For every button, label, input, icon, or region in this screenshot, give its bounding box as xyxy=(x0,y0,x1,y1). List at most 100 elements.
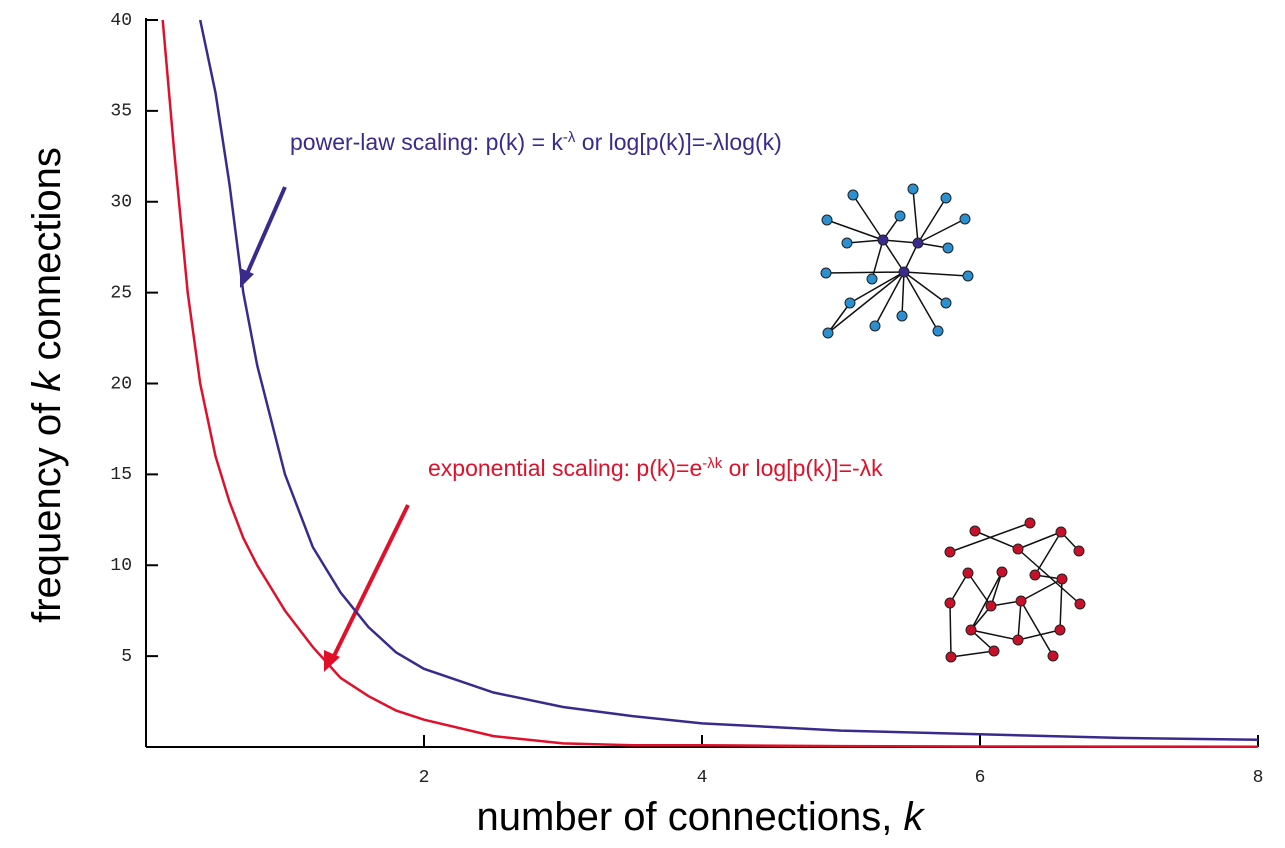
edge xyxy=(827,302,851,334)
x-tick-label: 8 xyxy=(1253,768,1264,788)
node xyxy=(894,210,906,222)
node xyxy=(1055,526,1067,538)
edge xyxy=(1059,578,1063,631)
edge xyxy=(825,271,905,274)
series-line xyxy=(198,19,1259,741)
annotation: exponential scaling: p(k)=e-λk or log[p(… xyxy=(428,455,883,482)
edge xyxy=(1017,600,1022,641)
edge xyxy=(1017,531,1062,550)
edge xyxy=(917,218,966,244)
arrows xyxy=(240,186,410,672)
annotation-part: -λk xyxy=(702,455,722,472)
node xyxy=(898,266,910,278)
node xyxy=(944,597,956,609)
node xyxy=(1029,569,1041,581)
arrowhead xyxy=(240,268,254,288)
edge xyxy=(950,650,995,658)
edge xyxy=(826,219,884,241)
edge xyxy=(912,188,919,244)
node xyxy=(988,645,1000,657)
node xyxy=(940,192,952,204)
edge xyxy=(1017,629,1061,641)
node xyxy=(965,624,977,636)
y-tick-label: 25 xyxy=(110,283,132,303)
edge xyxy=(852,194,884,241)
annotation-part: or log[p(k)]=-λlog(k) xyxy=(575,129,781,155)
edge xyxy=(970,571,1003,631)
node xyxy=(932,325,944,337)
edge xyxy=(1020,578,1063,602)
x-axis-label: number of connections, k xyxy=(477,795,926,839)
node xyxy=(822,327,834,339)
edge xyxy=(874,271,905,327)
node xyxy=(1047,650,1059,662)
annotation-part: -λ xyxy=(563,129,576,146)
node xyxy=(841,237,853,249)
node xyxy=(945,651,957,663)
arrowhead xyxy=(324,650,340,672)
node xyxy=(866,273,878,285)
node xyxy=(1015,595,1027,607)
y-tick-label: 15 xyxy=(110,465,132,485)
node xyxy=(912,237,924,249)
edge xyxy=(871,239,884,280)
node xyxy=(1056,573,1068,585)
random-network xyxy=(944,517,1086,663)
edge xyxy=(846,239,884,244)
edge xyxy=(990,571,1003,607)
edge xyxy=(903,271,947,304)
node xyxy=(959,213,971,225)
node xyxy=(847,189,859,201)
node xyxy=(869,320,881,332)
node xyxy=(1012,634,1024,646)
node xyxy=(962,567,974,579)
node xyxy=(820,267,832,279)
node xyxy=(1054,624,1066,636)
x-axis-label-part: number of connections, xyxy=(477,795,904,839)
node xyxy=(962,270,974,282)
y-axis-label-part: frequency of xyxy=(25,392,69,623)
edge xyxy=(903,271,939,332)
edge xyxy=(827,271,905,334)
node xyxy=(1012,543,1024,555)
y-axis-label-part: connections xyxy=(25,147,69,372)
edge xyxy=(1020,600,1054,657)
edge xyxy=(974,530,1019,550)
x-tick-label: 6 xyxy=(975,768,986,788)
node xyxy=(944,546,956,558)
edge xyxy=(970,629,1019,641)
edge xyxy=(1034,531,1062,576)
node xyxy=(969,525,981,537)
scale-free-network xyxy=(820,183,974,339)
edge xyxy=(849,271,905,304)
y-axis-label: frequency of k connections xyxy=(25,147,69,623)
annotation-part: or log[p(k)]=-λk xyxy=(722,455,883,481)
edge xyxy=(949,602,952,658)
edge xyxy=(901,271,905,317)
node xyxy=(907,183,919,195)
node xyxy=(942,242,954,254)
y-tick-label: 20 xyxy=(110,374,132,394)
y-tick-label: 10 xyxy=(110,556,132,576)
arrow xyxy=(331,504,410,659)
node xyxy=(821,214,833,226)
node xyxy=(877,234,889,246)
y-tick-label: 35 xyxy=(110,102,132,122)
edge xyxy=(949,572,969,604)
arrow xyxy=(244,186,287,277)
node xyxy=(985,600,997,612)
y-axis-label-part: k xyxy=(25,370,69,392)
y-tick-label: 30 xyxy=(110,193,132,213)
edge xyxy=(917,197,947,244)
node xyxy=(1073,545,1085,557)
node xyxy=(844,297,856,309)
node xyxy=(996,566,1008,578)
node xyxy=(1024,517,1036,529)
annotation-part: exponential scaling: p(k)=e xyxy=(428,455,702,481)
annotation: power-law scaling: p(k) = k-λ or log[p(k… xyxy=(290,129,782,156)
x-tick-label: 4 xyxy=(697,768,708,788)
edge xyxy=(903,271,969,277)
node xyxy=(940,297,952,309)
edge xyxy=(967,572,992,607)
